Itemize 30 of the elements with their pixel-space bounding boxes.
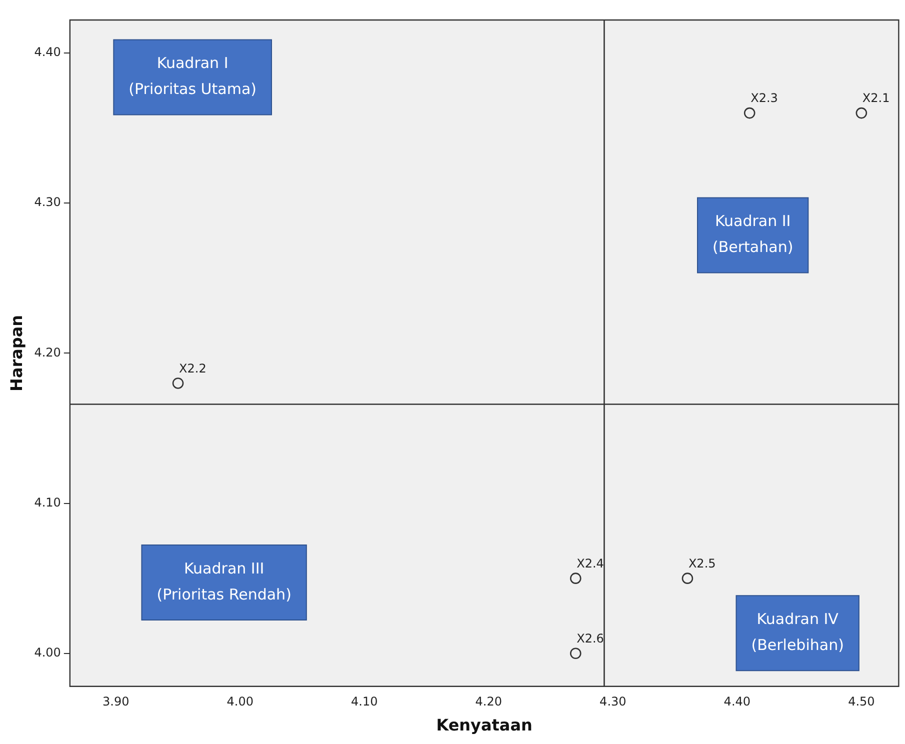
point xyxy=(682,572,694,584)
annotation: X2.6 xyxy=(576,632,604,646)
x-tick-label: 4.00 xyxy=(226,694,254,709)
x-tick-label: 3.90 xyxy=(102,694,130,709)
point xyxy=(172,378,184,389)
y-tick-label: 4.10 xyxy=(34,495,61,510)
annotation: X2.3 xyxy=(750,91,778,106)
annotation: Kuadran II (Bertahan) xyxy=(712,212,794,256)
x-tick-label: 4.40 xyxy=(724,694,751,709)
point xyxy=(856,107,868,119)
x-tick-label: 4.20 xyxy=(475,694,502,709)
annotation: X2.5 xyxy=(688,556,716,570)
x-tick-label: 4.30 xyxy=(600,694,626,709)
y-tick-label: 4.00 xyxy=(34,646,61,660)
annotation: X2.4 xyxy=(576,556,604,570)
x-axis-title: Kenyataan xyxy=(436,716,532,735)
y-tick-label: 4.20 xyxy=(34,345,61,360)
point xyxy=(570,572,582,584)
point xyxy=(570,648,582,660)
y-tick-label: 4.30 xyxy=(34,195,61,210)
annotation: Kuadran III (Prioritas Rendah) xyxy=(156,559,292,604)
annotation: X2.2 xyxy=(179,361,206,376)
x-tick-label: 4.50 xyxy=(848,694,875,709)
annotation: Kuadran IV (Berlebihan) xyxy=(751,610,844,654)
annotation: X2.1 xyxy=(862,91,890,106)
y-tick-label: 4.40 xyxy=(34,45,61,60)
annotation: Kuadran I (Prioritas Utama) xyxy=(128,54,257,98)
y-axis-title: Harapan xyxy=(6,314,26,392)
point xyxy=(744,107,756,119)
x-tick-label: 4.10 xyxy=(351,694,378,709)
